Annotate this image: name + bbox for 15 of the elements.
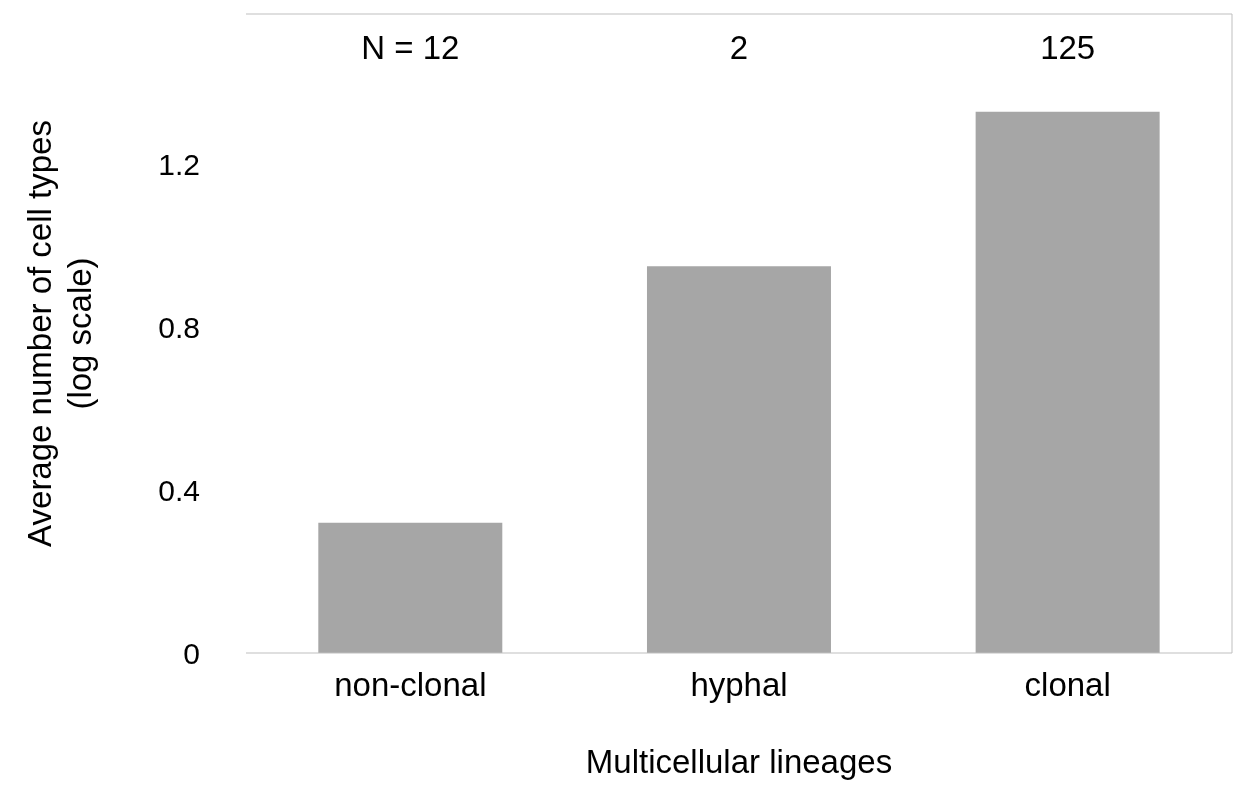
y-tick-label: 0.4 — [158, 473, 200, 507]
y-tick-label: 0 — [183, 636, 200, 670]
annotation: 125 — [1040, 29, 1096, 67]
annotation: 2 — [729, 29, 749, 67]
annotation: N = 12 — [361, 29, 460, 67]
y-tick-label: 1.2 — [158, 148, 200, 182]
x-tick-label: non-clonal — [334, 666, 487, 704]
bar — [975, 111, 1160, 653]
x-tick-label: hyphal — [690, 666, 788, 704]
bar — [318, 522, 503, 653]
bar — [646, 266, 831, 653]
x-tick-label: clonal — [1024, 666, 1111, 704]
x-axis-title: Multicellular lineages — [585, 743, 893, 780]
y-tick-label: 0.8 — [158, 311, 200, 345]
y-axis-title: Average number of cell types (log scale) — [21, 120, 98, 547]
